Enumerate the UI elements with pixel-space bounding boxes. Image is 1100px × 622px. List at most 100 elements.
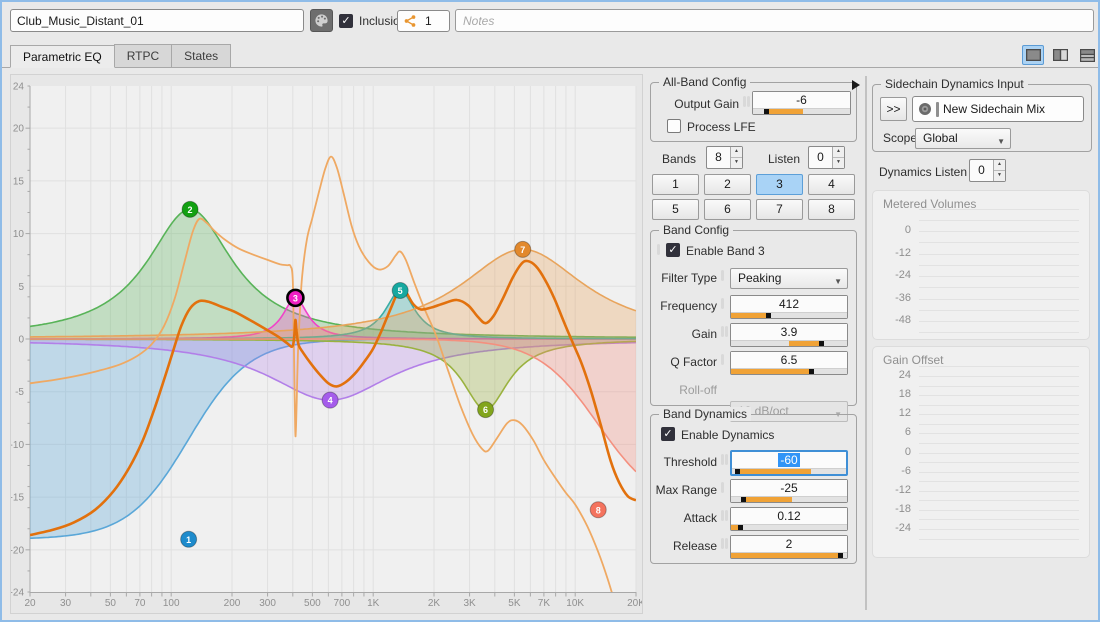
enable-dynamics-checkbox[interactable]: ✓ (661, 427, 675, 441)
color-palette-button[interactable] (310, 9, 333, 32)
band-6-handle[interactable]: 6 (477, 401, 495, 419)
panel-splitter[interactable] (865, 76, 867, 610)
band-4-handle[interactable]: 4 (321, 391, 339, 409)
split-horizontal-icon (1079, 48, 1095, 62)
meter-gridline (919, 321, 1079, 322)
eq-graph-panel[interactable]: 123456782420151050-5-10-15-20-2420305070… (10, 74, 646, 614)
sharesets-button[interactable]: 1 (397, 10, 450, 32)
y-axis-label: 5 (18, 282, 24, 293)
spinner-down-icon: ▼ (731, 158, 742, 168)
x-axis-label: 200 (224, 598, 241, 609)
sidechain-input-field[interactable]: New Sidechain Mix (912, 96, 1084, 122)
dynamics-listen-spinner[interactable]: 0 ▲ ▼ (969, 159, 1006, 182)
spinner-down-icon: ▼ (833, 158, 844, 168)
inclusion-checkbox[interactable]: ✓ (339, 14, 353, 28)
metered-volumes-panel: Metered Volumes 0 -12 -24 -36 -48 (872, 190, 1090, 340)
band-5-handle[interactable]: 5 (391, 282, 409, 300)
enable-band-label: Enable Band 3 (686, 244, 765, 258)
band-1-handle[interactable]: 1 (180, 530, 198, 548)
band-button-4[interactable]: 4 (808, 174, 855, 195)
rolloff-label: Roll-off (679, 383, 717, 397)
group-title: All-Band Config (659, 75, 751, 89)
bands-label: Bands (662, 152, 697, 166)
meter-tick-label: -24 (895, 269, 911, 281)
band-2-handle[interactable]: 2 (181, 200, 199, 218)
view-split-horizontal-button[interactable] (1076, 45, 1098, 65)
x-axis-label: 2K (428, 598, 441, 609)
object-name-input[interactable] (10, 9, 304, 32)
inclusion-control[interactable]: ✓ Inclusion (339, 14, 406, 28)
band-button-2[interactable]: 2 (704, 174, 751, 195)
max-range-label: Max Range (655, 483, 717, 497)
output-gain-slider[interactable]: -6 (752, 91, 851, 115)
band-7-region (30, 249, 636, 339)
band-button-1[interactable]: 1 (652, 174, 699, 195)
share-count: 1 (425, 14, 432, 28)
gain-offset-title: Gain Offset (883, 353, 944, 367)
scope-dropdown[interactable]: Global ▼ (915, 128, 1011, 149)
meter-tick-label: -18 (895, 502, 911, 515)
meter-gridline (919, 404, 1079, 406)
meter-tick-label: 0 (904, 224, 911, 236)
y-axis-label: 15 (13, 176, 25, 187)
band-3-handle[interactable]: 3 (286, 288, 305, 308)
y-axis-label: 20 (13, 124, 25, 135)
layout-view-buttons (1022, 45, 1098, 65)
band-7-curve (30, 248, 636, 338)
band-8-handle[interactable]: 8 (589, 501, 607, 519)
rtpc-pill-icon (721, 326, 728, 337)
frequency-slider[interactable]: 412 (730, 295, 848, 319)
tab-states[interactable]: States (171, 44, 232, 67)
meter-gridline (919, 414, 1079, 416)
band-7-handle[interactable]: 7 (514, 240, 532, 258)
svg-text:2: 2 (188, 205, 193, 215)
x-axis-label: 10K (566, 598, 584, 609)
meter-tick-label: -12 (895, 246, 911, 259)
y-axis-label: -5 (15, 387, 24, 398)
threshold-slider[interactable]: -60 (730, 450, 848, 476)
y-axis-label: -15 (11, 493, 24, 504)
max-range-slider[interactable]: -25 (730, 479, 848, 503)
svg-text:6: 6 (483, 405, 488, 415)
release-slider[interactable]: 2 (730, 535, 848, 559)
band-button-8[interactable]: 8 (808, 199, 855, 220)
band-button-5[interactable]: 5 (652, 199, 699, 220)
tab-rtpc[interactable]: RTPC (113, 44, 173, 67)
svg-text:5: 5 (398, 286, 403, 296)
meter-tick-label: -6 (901, 464, 911, 477)
attack-slider[interactable]: 0.12 (730, 507, 848, 531)
process-lfe-checkbox[interactable] (667, 119, 681, 133)
band-button-7[interactable]: 7 (756, 199, 803, 220)
meter-tick-label: 6 (904, 426, 911, 439)
q-factor-slider[interactable]: 6.5 (730, 351, 848, 375)
meter-gridline (919, 490, 1079, 492)
collapse-panel-arrow[interactable] (852, 80, 860, 90)
tab-parametric-eq[interactable]: Parametric EQ (10, 45, 115, 68)
x-axis-label: 5K (508, 598, 521, 609)
rtpc-pill-icon (743, 96, 750, 107)
eq-curve-chart[interactable]: 123456782420151050-5-10-15-20-2420305070… (10, 75, 646, 613)
meter-gridline (919, 481, 1079, 483)
x-axis-label: 3K (463, 598, 476, 609)
filter-type-dropdown[interactable]: Peaking ▼ (730, 268, 848, 289)
meter-gridline (919, 423, 1079, 425)
band-config-group: Band Config ✓ Enable Band 3 Filter Type … (650, 223, 857, 422)
band-gain-slider[interactable]: 3.9 (730, 323, 848, 347)
notes-input[interactable] (455, 9, 1094, 32)
view-single-pane-button[interactable] (1022, 45, 1044, 65)
band-button-3[interactable]: 3 (756, 174, 803, 195)
bands-spinner[interactable]: 8 ▲ ▼ (706, 146, 743, 169)
x-axis-label: 100 (163, 598, 180, 609)
rtpc-pill-icon (721, 454, 728, 465)
chevron-down-icon: ▼ (997, 137, 1005, 146)
listen-label: Listen (768, 152, 801, 166)
view-split-vertical-button[interactable] (1049, 45, 1071, 65)
band-dynamics-group: Band Dynamics ✓ Enable Dynamics Threshol… (650, 407, 857, 564)
sidechain-expand-button[interactable]: >> (880, 97, 907, 121)
band-button-6[interactable]: 6 (704, 199, 751, 220)
meter-tick-label: 24 (898, 369, 911, 381)
listen-spinner[interactable]: 0 ▲ ▼ (808, 146, 845, 169)
x-axis-label: 70 (134, 598, 146, 609)
enable-band-checkbox[interactable]: ✓ (666, 243, 680, 257)
